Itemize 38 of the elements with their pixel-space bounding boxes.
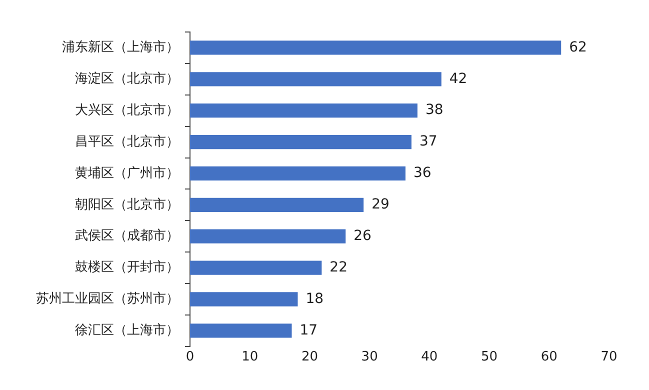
y-tick-label: 武侯区（成都市） [75, 228, 179, 244]
data-label: 17 [300, 322, 318, 338]
bar [190, 198, 364, 212]
bar [190, 134, 412, 150]
data-label: 62 [569, 39, 587, 56]
data-label: 22 [330, 259, 348, 276]
data-label: 29 [372, 196, 390, 213]
x-tick-label: 20 [301, 350, 318, 365]
data-label: 37 [419, 134, 438, 150]
data-label: 18 [306, 290, 324, 307]
data-label: 38 [425, 102, 444, 118]
data-label: 26 [354, 228, 372, 244]
x-tick-label: 50 [481, 350, 498, 365]
bar [190, 72, 442, 86]
y-tick-label: 大兴区（北京市） [75, 102, 179, 118]
y-tick-label: 浦东新区（上海市） [62, 40, 179, 56]
bar [190, 40, 562, 55]
y-tick-label: 黄埔区（广州市） [75, 166, 179, 181]
data-label: 42 [449, 70, 468, 87]
x-tick-label: 70 [600, 350, 618, 365]
y-tick-label: 朝阳区（北京市） [75, 197, 179, 212]
bar [190, 324, 292, 338]
y-tick-label: 苏州工业园区（苏州市） [36, 292, 179, 307]
x-tick-label: 60 [540, 350, 558, 365]
x-tick-label: 0 [186, 350, 194, 365]
bar [190, 104, 418, 118]
x-tick-label: 30 [361, 350, 378, 365]
bar [190, 260, 322, 275]
y-tick-label: 海淀区（北京市） [75, 72, 179, 87]
bar [190, 292, 298, 306]
y-tick-label: 鼓楼区（开封市） [75, 260, 179, 276]
bar [190, 166, 406, 181]
y-tick-label: 徐汇区（上海市） [75, 323, 179, 338]
x-tick-label: 40 [421, 350, 438, 365]
y-tick-label: 昌平区（北京市） [75, 134, 179, 150]
data-label: 36 [413, 165, 432, 182]
x-tick-label: 10 [242, 350, 258, 365]
bar [190, 229, 346, 244]
